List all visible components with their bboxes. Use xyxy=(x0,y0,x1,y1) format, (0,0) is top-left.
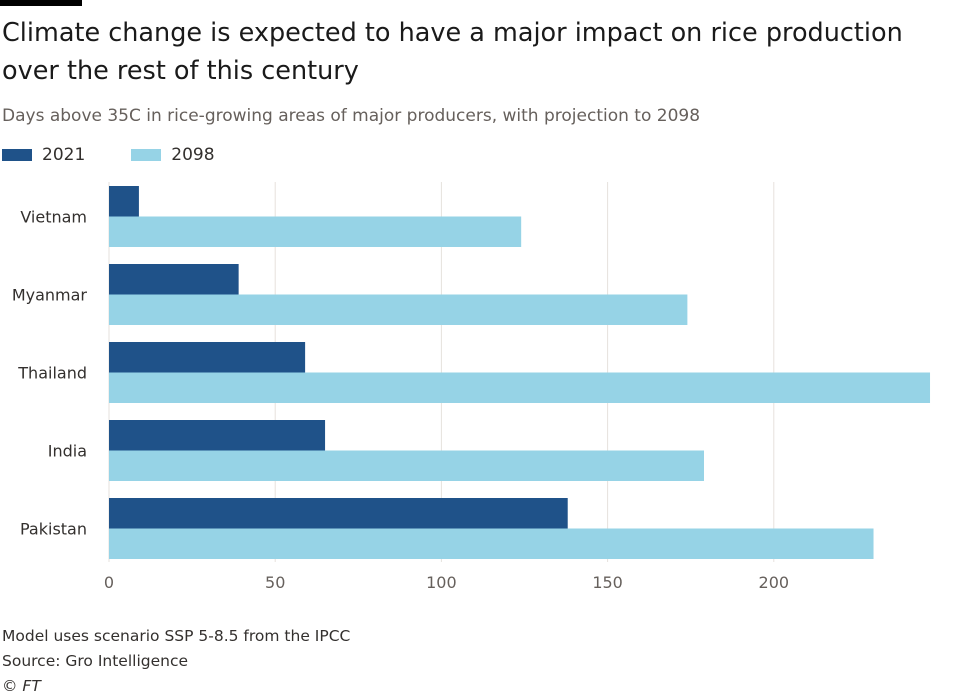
bar-chart: 0 50 100 150 200 Vietnam Myanmar Thailand India P… xyxy=(12,182,931,592)
x-tick-label: 100 xyxy=(426,573,457,592)
category-label: Pakistan xyxy=(20,520,87,539)
x-tick-label: 50 xyxy=(265,573,285,592)
bar-2098 xyxy=(109,528,874,559)
bar-2098 xyxy=(109,450,704,481)
bar-2021 xyxy=(109,186,139,217)
copyright: © FT xyxy=(2,677,41,695)
bar-2098 xyxy=(109,294,688,325)
chart-legend: 2021 2098 xyxy=(2,145,261,165)
legend-label-2098: 2098 xyxy=(171,145,215,165)
x-tick-label: 150 xyxy=(592,573,623,592)
chart-footer: Model uses scenario SSP 5-8.5 from the I… xyxy=(2,624,350,699)
source-note: Source: Gro Intelligence xyxy=(2,652,189,670)
bar-2021 xyxy=(109,498,568,529)
legend-label-2021: 2021 xyxy=(42,145,86,165)
bar-2021 xyxy=(109,342,306,373)
bar-2021 xyxy=(109,264,239,295)
category-label: Myanmar xyxy=(12,286,88,305)
category-label: Thailand xyxy=(17,364,87,383)
x-tick-label: 0 xyxy=(104,573,114,592)
legend-swatch-2021 xyxy=(2,149,32,161)
bar-2098 xyxy=(109,372,931,403)
category-label: India xyxy=(48,442,87,461)
chart-subtitle: Days above 35C in rice-growing areas of … xyxy=(2,106,701,126)
legend-swatch-2098 xyxy=(131,149,162,161)
legend-item-2098: 2098 xyxy=(131,145,215,165)
category-label: Vietnam xyxy=(20,208,87,227)
bar-2021 xyxy=(109,420,326,451)
model-note: Model uses scenario SSP 5-8.5 from the I… xyxy=(2,627,351,645)
brand-bar xyxy=(0,0,82,6)
legend-item-2021: 2021 xyxy=(2,145,85,165)
chart-title: Climate change is expected to have a maj… xyxy=(2,18,903,86)
x-tick-label: 200 xyxy=(759,573,790,592)
bar-2098 xyxy=(109,216,522,247)
